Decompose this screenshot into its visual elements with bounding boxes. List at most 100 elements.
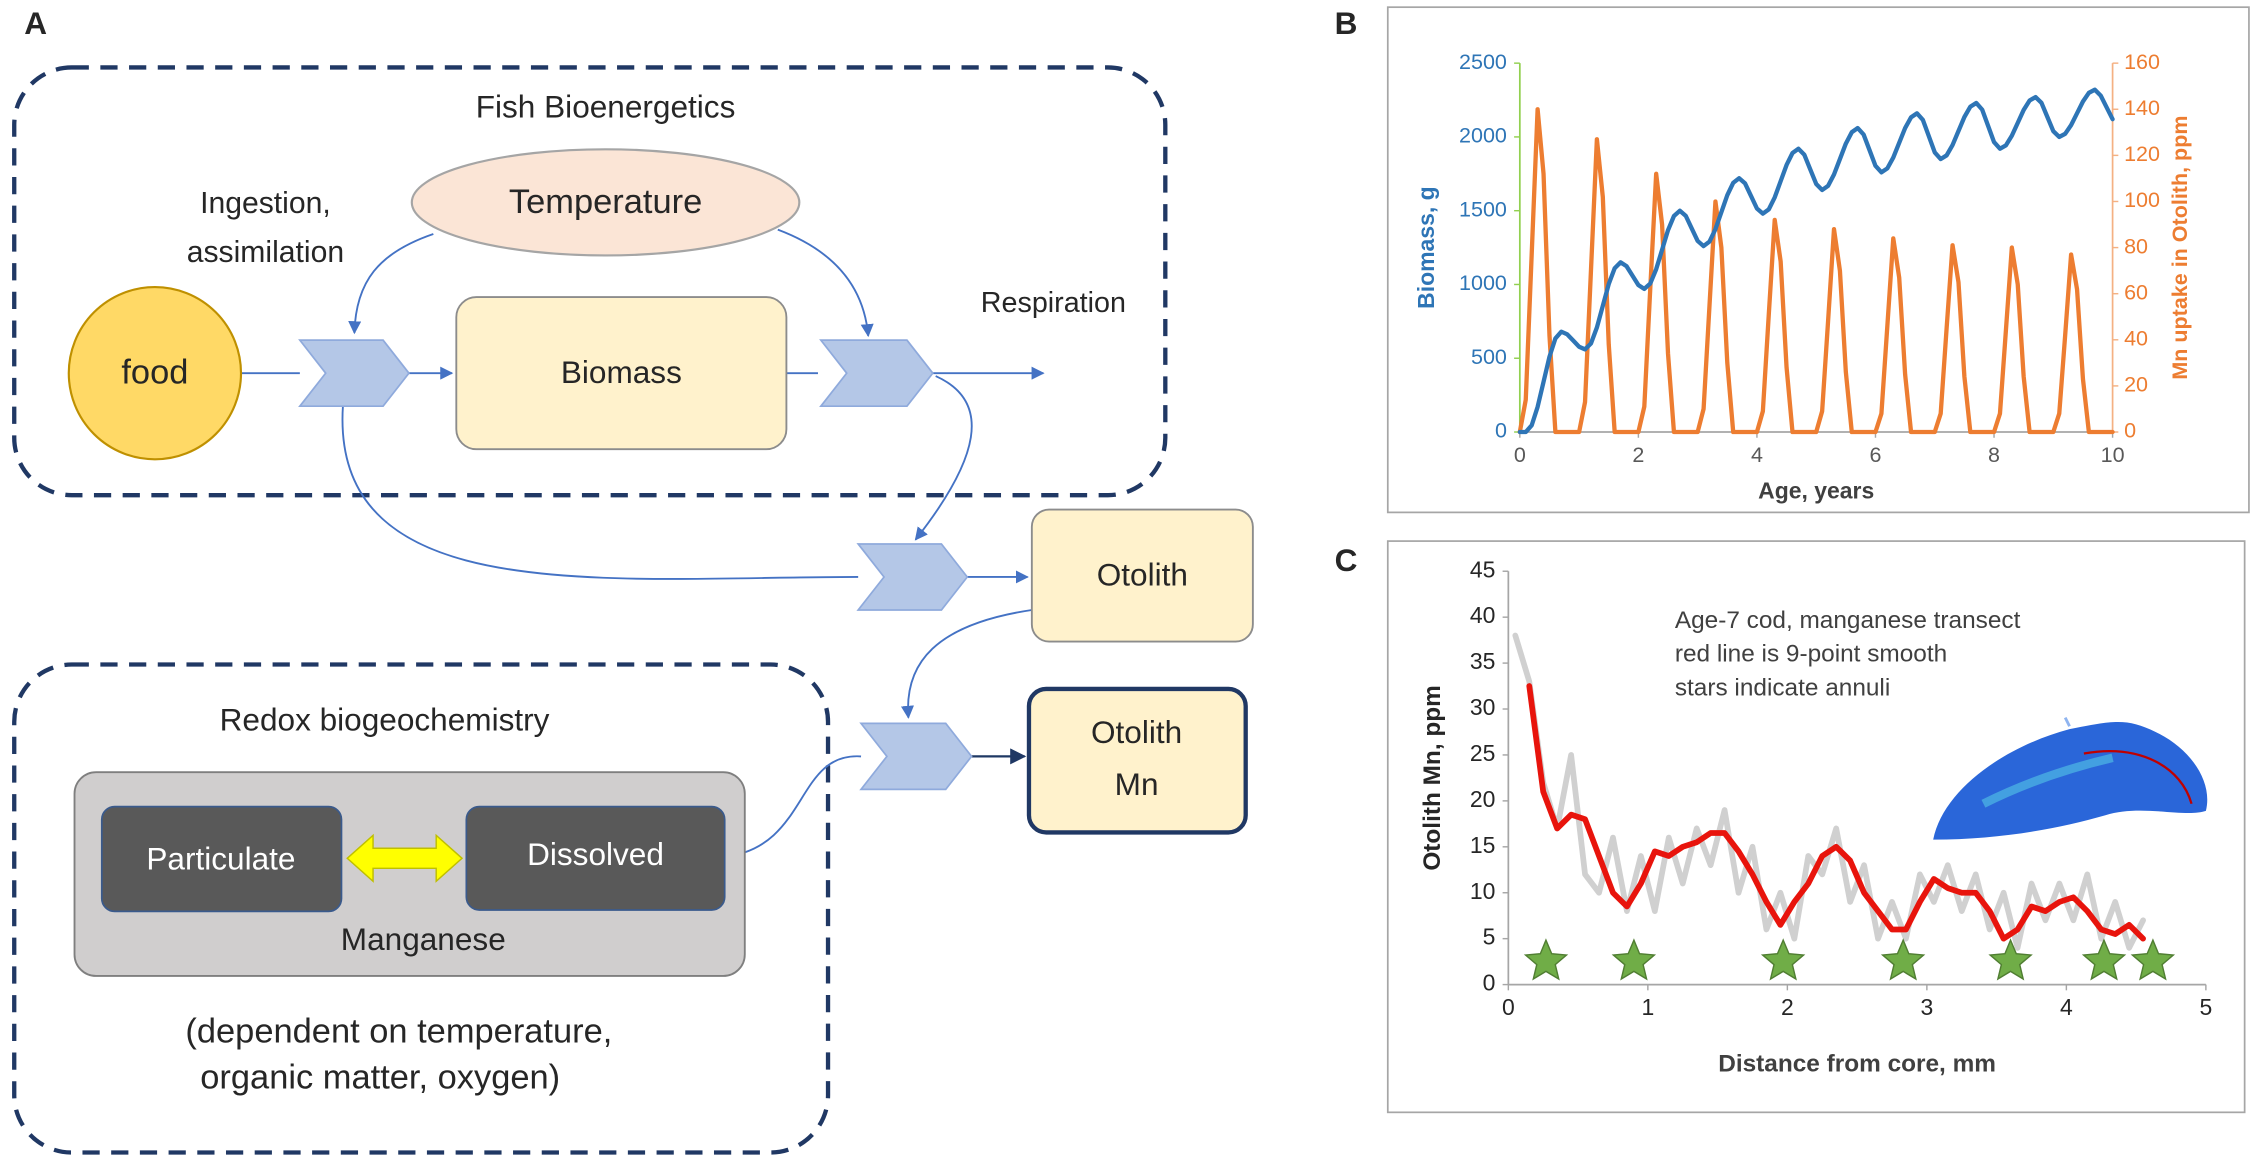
annotation: red line is 9-point smooth [1675,641,1947,668]
flow-chevron [819,339,934,408]
y-tick-label: 5 [1483,924,1496,950]
otolith-tip [2063,716,2071,727]
food-node [67,285,243,461]
annulus-star [1988,938,2033,981]
group-title: Redox biogeochemistry [220,701,550,737]
annotation: stars indicate annuli [1675,674,1890,701]
flow-label: assimilation [187,236,344,269]
node-label: Particulate [146,841,295,877]
y2-tick-label: 40 [2124,326,2148,350]
y-tick-label: 0 [1483,970,1496,996]
node-label: Otolith [1097,556,1188,592]
x-axis-label: Age, years [1758,477,1874,503]
y-tick-label: 30 [1470,694,1496,720]
particulate-node [100,805,343,913]
node-label: Temperature [509,183,702,221]
y-tick-label: 0 [1495,419,1507,443]
y2-tick-label: 100 [2124,188,2160,212]
diagram: Fish Bioenergetics Redox biogeochemistry… [12,65,1254,1155]
note: organic matter, oxygen) [200,1058,560,1096]
group-box [12,662,831,1155]
x-tick-label: 4 [1751,443,1763,467]
annulus-star [1760,938,1806,981]
flow-label: Respiration [981,287,1126,319]
transect-line [2083,750,2193,805]
annotation: Age-7 cod, manganese transect [1675,607,2021,634]
connector [724,755,862,858]
node-label: Mn [1115,766,1159,802]
annulus-star [1880,938,1926,981]
y2-axis-label: Mn uptake in Otolith, ppm [2168,116,2192,380]
x-axis-label: Distance from core, mm [1718,1050,1996,1077]
x-tick-label: 2 [1781,994,1794,1020]
temperature-node [410,148,801,257]
y-tick-label: 25 [1470,740,1496,766]
y2-tick-label: 160 [2124,50,2160,74]
y-tick-label: 500 [1471,345,1507,369]
dissolved-node [465,805,726,911]
y-tick-label: 1500 [1459,197,1507,221]
connector [777,228,874,338]
y-tick-label: 35 [1470,648,1496,674]
x-tick-label: 6 [1870,443,1882,467]
exchange-arrow [346,833,464,883]
group-box [12,65,1168,498]
node-label: Dissolved [527,836,664,872]
data-line [1526,683,2146,942]
connector [914,375,973,541]
y2-tick-label: 20 [2124,373,2148,397]
panel-label: C [1335,542,1358,578]
x-tick-label: 2 [1632,443,1644,467]
connector [900,609,1032,719]
otolith-mn-node [1026,686,1248,835]
otolith-shape [1933,721,2208,840]
y2-tick-label: 0 [2124,419,2136,443]
y-tick-label: 10 [1470,878,1496,904]
annulus-star [2081,938,2127,981]
x-tick-label: 1 [1641,994,1654,1020]
flow-label: Ingestion, [200,187,331,220]
y2-tick-label: 80 [2124,234,2148,258]
group-title: Fish Bioenergetics [476,88,736,124]
connector [348,233,434,335]
annulus-star [2130,938,2176,981]
y2-tick-label: 120 [2124,142,2160,166]
flow-chevron [859,722,973,791]
otolith-node [1030,508,1254,643]
node-label: Biomass [561,354,682,390]
y-tick-label: 2000 [1459,124,1507,148]
data-line [1517,87,2115,435]
chart-frame [1386,6,2250,514]
biomass-node [455,296,788,451]
y2-tick-label: 140 [2124,96,2160,120]
x-tick-label: 0 [1502,994,1515,1020]
connector [341,406,859,580]
node-label: food [121,354,188,392]
y-tick-label: 20 [1470,786,1496,812]
panel-label: A [24,5,47,41]
otolith-core [1981,753,2114,808]
otolith-image [1933,716,2208,840]
y-tick-label: 2500 [1459,50,1507,74]
node-label: Otolith [1091,714,1182,750]
panel-label: B [1335,5,1358,41]
x-tick-label: 3 [1920,994,1933,1020]
flow-chevron [298,339,411,408]
y-tick-label: 45 [1470,556,1496,582]
x-tick-label: 8 [1988,443,2000,467]
y-tick-label: 40 [1470,602,1496,628]
x-tick-label: 4 [2060,994,2073,1020]
y-axis-label: Biomass, g [1413,186,1439,308]
y2-tick-label: 60 [2124,280,2148,304]
node-label: Manganese [341,921,506,957]
annulus-star [1523,938,1569,981]
flow-chevron [856,543,969,611]
x-tick-label: 10 [2101,443,2125,467]
x-tick-label: 0 [1514,443,1526,467]
y-axis-label: Otolith Mn, ppm [1419,685,1446,870]
data-line [1517,107,2115,435]
x-tick-label: 5 [2200,994,2213,1020]
note: (dependent on temperature, [185,1012,612,1050]
